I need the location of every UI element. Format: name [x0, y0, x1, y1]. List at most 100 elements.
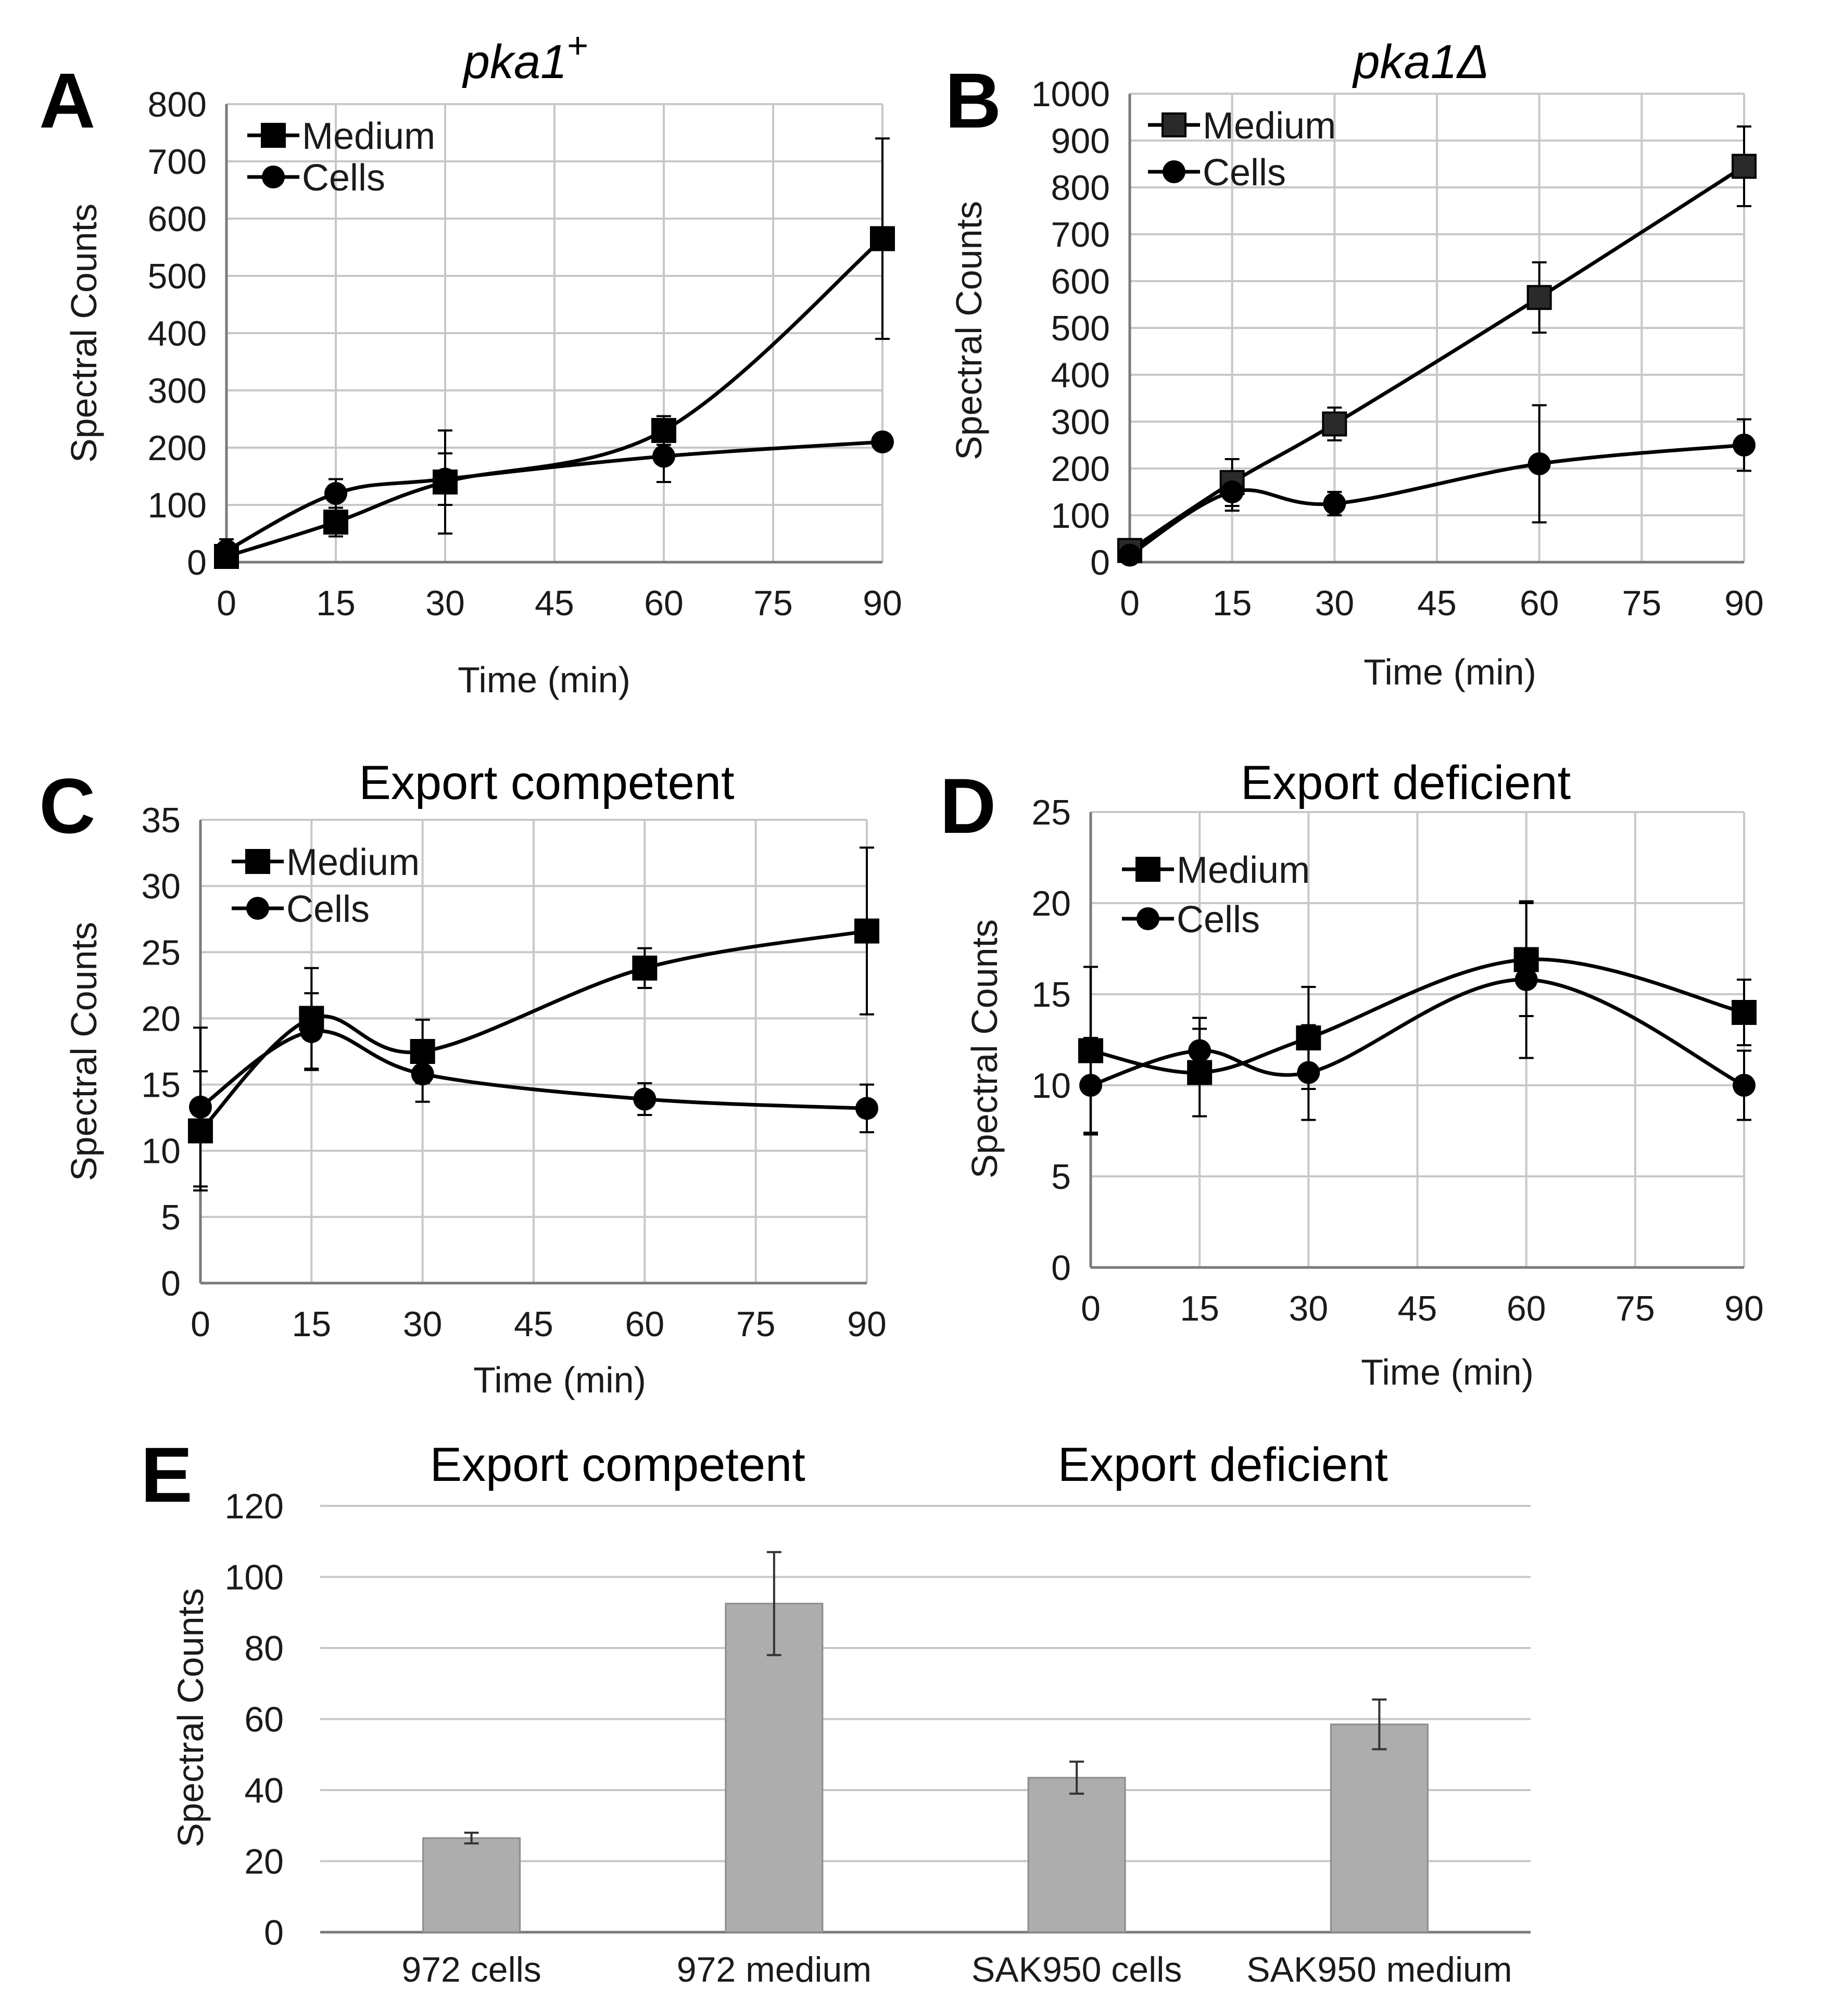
panel-b: 0 100 200 300 400 500 600 700 800 900 1000 0 15 30 45 6…	[945, 35, 1764, 692]
panel-title-text: pka1	[462, 35, 567, 88]
y-tick-label: 700	[148, 142, 207, 182]
legend-label: Cells	[302, 157, 385, 199]
data-point-cells	[633, 1087, 657, 1111]
x-axis-label: Time (min)	[473, 1360, 646, 1400]
data-point-medium	[1078, 1038, 1103, 1063]
y-tick-label: 60	[244, 1700, 284, 1740]
panel-e: 0 20 40 60 80 100 120 Spectral Counts E Export co…	[141, 1431, 1531, 1989]
legend-marker-square	[1162, 112, 1186, 137]
panel-title: Export deficient	[1241, 756, 1571, 809]
y-tick-label: 5	[1051, 1157, 1071, 1197]
data-point-cells	[855, 1097, 878, 1120]
legend-label: Medium	[286, 842, 420, 883]
y-tick-label: 25	[1031, 793, 1071, 832]
data-point-medium	[410, 1039, 435, 1064]
y-tick-label: 900	[1051, 121, 1110, 161]
data-point-medium	[1513, 947, 1539, 972]
y-tick-label: 100	[1051, 496, 1110, 536]
data-point-medium	[1322, 411, 1347, 437]
panel-title: pka1+	[462, 25, 588, 88]
data-point-medium	[188, 1118, 213, 1144]
data-point-cells	[300, 1020, 323, 1043]
y-tick-label: 0	[1090, 543, 1110, 582]
x-tick-label: 60	[1507, 1289, 1546, 1328]
x-tick-label: 15	[292, 1304, 332, 1344]
legend-label: Medium	[302, 116, 435, 157]
panel-letter: B	[945, 57, 1001, 144]
panel-title-superscript: +	[567, 25, 588, 66]
data-point-cells	[1118, 543, 1141, 567]
y-axis-label: Spectral Counts	[170, 1588, 211, 1847]
data-point-cells	[1220, 480, 1244, 503]
x-tick-label: 0	[1120, 584, 1140, 623]
y-tick-label: 20	[141, 999, 181, 1038]
legend-marker-square	[245, 849, 270, 874]
y-tick-label: 10	[1031, 1066, 1071, 1106]
y-axis-label: Spectral Counts	[64, 922, 104, 1181]
legend-marker-square	[261, 123, 286, 148]
data-point-medium	[854, 918, 879, 944]
y-tick-label: 15	[141, 1066, 181, 1105]
y-tick-label: 200	[1051, 449, 1110, 489]
bar	[1330, 1723, 1429, 1933]
panel-letter: C	[39, 762, 95, 849]
data-point-cells	[1528, 452, 1551, 475]
y-tick-label: 400	[1051, 356, 1110, 395]
y-tick-label: 400	[148, 314, 207, 353]
series-line-medium	[1090, 957, 1745, 1075]
y-tick-label: 80	[244, 1629, 284, 1668]
x-tick-label: 15	[1180, 1289, 1219, 1328]
legend-marker-circle	[1163, 160, 1185, 183]
x-tick-label: 45	[535, 584, 574, 623]
data-point-medium	[1187, 1060, 1213, 1085]
x-tick-label: 0	[191, 1304, 210, 1344]
x-axis-label: Time (min)	[1364, 652, 1536, 692]
y-tick-label: 0	[161, 1264, 181, 1303]
y-tick-label: 30	[141, 867, 181, 906]
x-tick-label: 45	[514, 1304, 553, 1344]
data-point-medium	[632, 955, 658, 981]
y-tick-label: 120	[225, 1487, 284, 1526]
data-point-cells	[189, 1095, 212, 1119]
x-tick-label: 90	[1724, 584, 1764, 623]
x-tick-label: 75	[753, 584, 793, 623]
x-axis-label: Time (min)	[458, 660, 630, 700]
series-line-medium	[1129, 164, 1745, 552]
y-tick-label: 100	[148, 486, 207, 525]
data-point-cells	[434, 467, 457, 491]
panel-c: 0 5 10 15 20 25 30 35 0 15 30 45 60 75 90 Time (min) Spe…	[39, 756, 887, 1400]
data-point-medium	[1732, 1000, 1757, 1025]
x-tick-label: 60	[1520, 584, 1559, 623]
y-tick-label: 35	[141, 801, 181, 840]
x-tick-label: 30	[1315, 584, 1355, 623]
data-point-medium	[323, 510, 348, 535]
series-line-medium	[199, 929, 867, 1133]
x-tick-label: 15	[1213, 584, 1252, 623]
data-point-cells	[411, 1062, 434, 1086]
group-label: Export deficient	[1058, 1438, 1388, 1491]
panel-title-text: pka1Δ	[1352, 35, 1489, 88]
legend-label: Medium	[1203, 105, 1336, 147]
panel-letter: D	[940, 762, 996, 849]
y-tick-label: 0	[1051, 1248, 1071, 1288]
x-tick-label: 30	[425, 584, 465, 623]
data-point-cells	[1079, 1074, 1102, 1097]
category-label: 972 medium	[677, 1950, 872, 1989]
x-tick-label: 45	[1417, 584, 1457, 623]
y-axis-label: Spectral Counts	[964, 919, 1005, 1178]
panel-title: Export competent	[359, 756, 734, 809]
y-tick-label: 25	[141, 933, 181, 972]
x-tick-label: 0	[217, 584, 236, 623]
data-point-cells	[871, 430, 894, 453]
data-point-medium	[651, 418, 676, 443]
y-tick-label: 40	[244, 1771, 284, 1810]
panel-letter: E	[141, 1431, 193, 1518]
y-tick-label: 600	[1051, 262, 1110, 301]
data-point-cells	[1733, 1074, 1756, 1097]
y-tick-label: 0	[264, 1913, 284, 1952]
legend-marker-circle	[1137, 907, 1159, 930]
y-tick-label: 20	[1031, 884, 1071, 923]
x-tick-label: 75	[1615, 1289, 1655, 1328]
data-point-cells	[1733, 434, 1756, 457]
